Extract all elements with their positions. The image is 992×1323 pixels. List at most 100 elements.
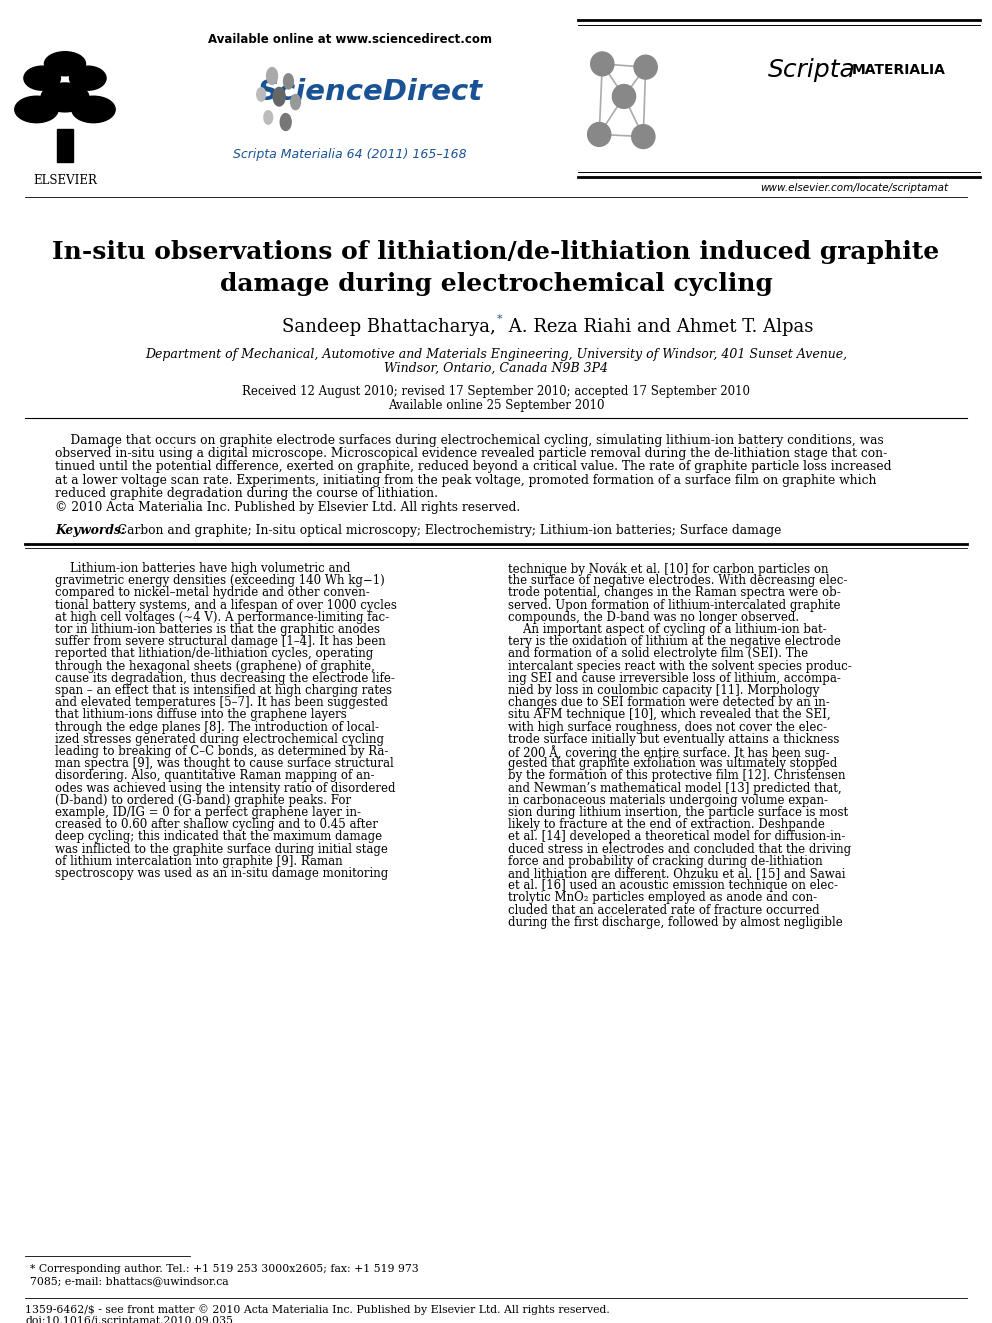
Text: (D-band) to ordered (G-band) graphite peaks. For: (D-band) to ordered (G-band) graphite pe… <box>55 794 351 807</box>
Ellipse shape <box>280 114 292 131</box>
Text: * Corresponding author. Tel.: +1 519 253 3000x2605; fax: +1 519 973: * Corresponding author. Tel.: +1 519 253… <box>30 1263 419 1274</box>
Ellipse shape <box>291 94 301 110</box>
Text: tor in lithium-ion batteries is that the graphitic anodes: tor in lithium-ion batteries is that the… <box>55 623 380 636</box>
Ellipse shape <box>264 111 273 124</box>
Text: Available online at www.sciencedirect.com: Available online at www.sciencedirect.co… <box>208 33 492 46</box>
Text: gested that graphite exfoliation was ultimately stopped: gested that graphite exfoliation was ult… <box>508 757 837 770</box>
Text: tery is the oxidation of lithium at the negative electrode: tery is the oxidation of lithium at the … <box>508 635 841 648</box>
Text: ized stresses generated during electrochemical cycling: ized stresses generated during electroch… <box>55 733 384 746</box>
Text: force and probability of cracking during de-lithiation: force and probability of cracking during… <box>508 855 822 868</box>
Text: technique by Novák et al. [10] for carbon particles on: technique by Novák et al. [10] for carbo… <box>508 562 828 576</box>
Ellipse shape <box>24 66 61 90</box>
Text: man spectra [9], was thought to cause surface structural: man spectra [9], was thought to cause su… <box>55 757 394 770</box>
Text: et al. [14] developed a theoretical model for diffusion-in-: et al. [14] developed a theoretical mode… <box>508 831 845 843</box>
Text: suffer from severe structural damage [1–4]. It has been: suffer from severe structural damage [1–… <box>55 635 386 648</box>
Text: doi:10.1016/j.scriptamat.2010.09.035: doi:10.1016/j.scriptamat.2010.09.035 <box>25 1316 233 1323</box>
Text: Carbon and graphite; In-situ optical microscopy; Electrochemistry; Lithium-ion b: Carbon and graphite; In-situ optical mic… <box>114 524 782 537</box>
Ellipse shape <box>590 52 614 75</box>
Text: and formation of a solid electrolyte film (SEI). The: and formation of a solid electrolyte fil… <box>508 647 808 660</box>
Text: duced stress in electrodes and concluded that the driving: duced stress in electrodes and concluded… <box>508 843 851 856</box>
Bar <box>57 128 73 163</box>
Text: situ AFM technique [10], which revealed that the SEI,: situ AFM technique [10], which revealed … <box>508 708 830 721</box>
Text: that lithium-ions diffuse into the graphene layers: that lithium-ions diffuse into the graph… <box>55 708 347 721</box>
Text: MATERIALIA: MATERIALIA <box>852 64 946 77</box>
Text: An important aspect of cycling of a lithium-ion bat-: An important aspect of cycling of a lith… <box>508 623 826 636</box>
Ellipse shape <box>267 67 278 85</box>
Text: spectroscopy was used as an in-situ damage monitoring: spectroscopy was used as an in-situ dama… <box>55 867 388 880</box>
Text: and Newman’s mathematical model [13] predicted that,: and Newman’s mathematical model [13] pre… <box>508 782 841 795</box>
Text: through the hexagonal sheets (graphene) of graphite,: through the hexagonal sheets (graphene) … <box>55 660 375 672</box>
Text: reduced graphite degradation during the course of lithiation.: reduced graphite degradation during the … <box>55 487 438 500</box>
Text: likely to fracture at the end of extraction. Deshpande: likely to fracture at the end of extract… <box>508 818 825 831</box>
Ellipse shape <box>69 66 106 90</box>
Text: sion during lithium insertion, the particle surface is most: sion during lithium insertion, the parti… <box>508 806 848 819</box>
Text: Keywords:: Keywords: <box>55 524 125 537</box>
Text: Sandeep Bhattacharya,: Sandeep Bhattacharya, <box>283 318 496 336</box>
Ellipse shape <box>284 74 294 89</box>
Ellipse shape <box>71 97 115 123</box>
Text: and lithiation are different. Ohzuku et al. [15] and Sawai: and lithiation are different. Ohzuku et … <box>508 867 845 880</box>
Text: trode surface initially but eventually attains a thickness: trode surface initially but eventually a… <box>508 733 839 746</box>
Text: ScienceDirect: ScienceDirect <box>258 78 482 106</box>
Text: damage during electrochemical cycling: damage during electrochemical cycling <box>219 273 773 296</box>
Text: changes due to SEI formation were detected by an in-: changes due to SEI formation were detect… <box>508 696 829 709</box>
Ellipse shape <box>587 123 611 147</box>
Text: In-situ observations of lithiation/de-lithiation induced graphite: In-situ observations of lithiation/de-li… <box>53 239 939 265</box>
Text: creased to 0.60 after shallow cycling and to 0.45 after: creased to 0.60 after shallow cycling an… <box>55 818 378 831</box>
Text: Department of Mechanical, Automotive and Materials Engineering, University of Wi: Department of Mechanical, Automotive and… <box>145 348 847 361</box>
Text: *: * <box>497 314 503 324</box>
Text: © 2010 Acta Materialia Inc. Published by Elsevier Ltd. All rights reserved.: © 2010 Acta Materialia Inc. Published by… <box>55 501 520 515</box>
Ellipse shape <box>45 52 85 75</box>
Text: reported that lithiation/de-lithiation cycles, operating: reported that lithiation/de-lithiation c… <box>55 647 373 660</box>
Ellipse shape <box>612 85 636 108</box>
Text: tional battery systems, and a lifespan of over 1000 cycles: tional battery systems, and a lifespan o… <box>55 598 397 611</box>
Text: 1359-6462/$ - see front matter © 2010 Acta Materialia Inc. Published by Elsevier: 1359-6462/$ - see front matter © 2010 Ac… <box>25 1304 610 1315</box>
Text: example, ID/IG = 0 for a perfect graphene layer in-: example, ID/IG = 0 for a perfect graphen… <box>55 806 361 819</box>
Ellipse shape <box>634 56 658 79</box>
Text: et al. [16] used an acoustic emission technique on elec-: et al. [16] used an acoustic emission te… <box>508 880 838 892</box>
Text: observed in-situ using a digital microscope. Microscopical evidence revealed par: observed in-situ using a digital microsc… <box>55 447 887 460</box>
Text: Scripta Materialia 64 (2011) 165–168: Scripta Materialia 64 (2011) 165–168 <box>233 148 467 161</box>
Text: deep cycling; this indicated that the maximum damage: deep cycling; this indicated that the ma… <box>55 831 382 843</box>
Ellipse shape <box>257 87 266 101</box>
Text: Damage that occurs on graphite electrode surfaces during electrochemical cycling: Damage that occurs on graphite electrode… <box>55 434 884 447</box>
Text: through the edge planes [8]. The introduction of local-: through the edge planes [8]. The introdu… <box>55 721 379 733</box>
Text: Received 12 August 2010; revised 17 September 2010; accepted 17 September 2010: Received 12 August 2010; revised 17 Sept… <box>242 385 750 398</box>
Text: in carbonaceous materials undergoing volume expan-: in carbonaceous materials undergoing vol… <box>508 794 828 807</box>
Text: tinued until the potential difference, exerted on graphite, reduced beyond a cri: tinued until the potential difference, e… <box>55 460 892 474</box>
Text: intercalant species react with the solvent species produc-: intercalant species react with the solve… <box>508 660 852 672</box>
Text: compounds, the D-band was no longer observed.: compounds, the D-band was no longer obse… <box>508 611 800 624</box>
Text: www.elsevier.com/locate/scriptamat: www.elsevier.com/locate/scriptamat <box>760 183 948 193</box>
Text: ing SEI and cause irreversible loss of lithium, accompa-: ing SEI and cause irreversible loss of l… <box>508 672 841 685</box>
Ellipse shape <box>15 97 59 123</box>
Text: gravimetric energy densities (exceeding 140 Wh kg−1): gravimetric energy densities (exceeding … <box>55 574 385 587</box>
Text: during the first discharge, followed by almost negligible: during the first discharge, followed by … <box>508 916 843 929</box>
Ellipse shape <box>273 87 285 106</box>
Text: at high cell voltages (~4 V). A performance-limiting fac-: at high cell voltages (~4 V). A performa… <box>55 611 389 624</box>
Text: cause its degradation, thus decreasing the electrode life-: cause its degradation, thus decreasing t… <box>55 672 395 685</box>
Ellipse shape <box>632 124 655 148</box>
Text: Scripta: Scripta <box>768 58 856 82</box>
Text: trode potential, changes in the Raman spectra were ob-: trode potential, changes in the Raman sp… <box>508 586 841 599</box>
Text: Lithium-ion batteries have high volumetric and: Lithium-ion batteries have high volumetr… <box>55 562 350 576</box>
Text: 7085; e-mail: bhattacs@uwindsor.ca: 7085; e-mail: bhattacs@uwindsor.ca <box>30 1275 228 1286</box>
Text: compared to nickel–metal hydride and other conven-: compared to nickel–metal hydride and oth… <box>55 586 370 599</box>
Text: cluded that an accelerated rate of fracture occurred: cluded that an accelerated rate of fract… <box>508 904 819 917</box>
Ellipse shape <box>41 83 89 112</box>
Text: disordering. Also, quantitative Raman mapping of an-: disordering. Also, quantitative Raman ma… <box>55 770 375 782</box>
Text: the surface of negative electrodes. With decreasing elec-: the surface of negative electrodes. With… <box>508 574 847 587</box>
Text: with high surface roughness, does not cover the elec-: with high surface roughness, does not co… <box>508 721 827 733</box>
Text: odes was achieved using the intensity ratio of disordered: odes was achieved using the intensity ra… <box>55 782 396 795</box>
Text: of 200 Å, covering the entire surface. It has been sug-: of 200 Å, covering the entire surface. I… <box>508 745 829 759</box>
Text: ELSEVIER: ELSEVIER <box>33 175 97 188</box>
Text: span – an effect that is intensified at high charging rates: span – an effect that is intensified at … <box>55 684 392 697</box>
Text: leading to breaking of C–C bonds, as determined by Ra-: leading to breaking of C–C bonds, as det… <box>55 745 389 758</box>
Text: by the formation of this protective film [12]. Christensen: by the formation of this protective film… <box>508 770 845 782</box>
Text: trolytic MnO₂ particles employed as anode and con-: trolytic MnO₂ particles employed as anod… <box>508 892 817 905</box>
Text: at a lower voltage scan rate. Experiments, initiating from the peak voltage, pro: at a lower voltage scan rate. Experiment… <box>55 474 877 487</box>
Text: A. Reza Riahi and Ahmet T. Alpas: A. Reza Riahi and Ahmet T. Alpas <box>503 318 813 336</box>
Text: was inflicted to the graphite surface during initial stage: was inflicted to the graphite surface du… <box>55 843 388 856</box>
Text: Available online 25 September 2010: Available online 25 September 2010 <box>388 400 604 411</box>
Text: and elevated temperatures [5–7]. It has been suggested: and elevated temperatures [5–7]. It has … <box>55 696 388 709</box>
Text: of lithium intercalation into graphite [9]. Raman: of lithium intercalation into graphite [… <box>55 855 342 868</box>
